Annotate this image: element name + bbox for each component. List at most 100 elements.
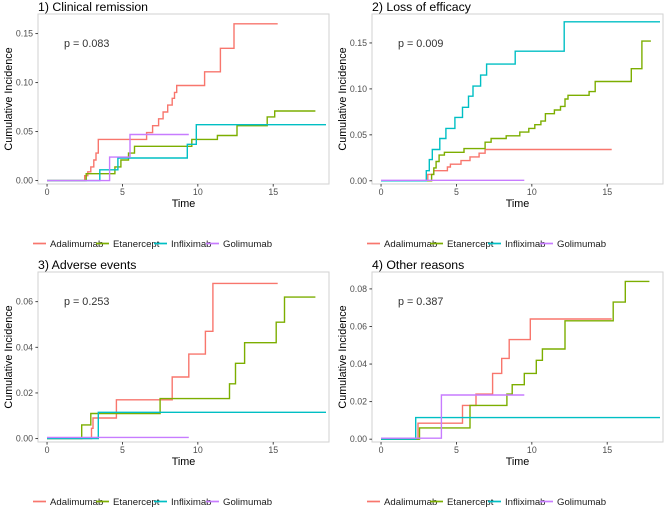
x-tick-label: 0 (45, 445, 50, 455)
legend-label: Adalimumab (384, 497, 437, 508)
x-axis: 0 5 10 15 (45, 442, 278, 455)
y-axis: 0.00 0.02 0.04 0.06 0.08 (350, 284, 372, 444)
x-axis-label: Time (506, 456, 530, 468)
legend-label: Infliximab (171, 497, 212, 508)
y-axis: 0.00 0.05 0.10 0.15 (16, 29, 38, 186)
x-tick-label: 15 (602, 445, 612, 455)
x-axis-label: Time (172, 456, 196, 468)
x-axis: 0 5 10 15 (45, 184, 278, 197)
x-tick-label: 10 (193, 445, 203, 455)
panel-title: 2) Loss of efficacy (372, 0, 472, 14)
y-tick-label: 0.15 (350, 38, 367, 48)
y-tick-label: 0.04 (16, 342, 33, 352)
x-tick-label: 10 (527, 445, 537, 455)
series-line-etanercept (381, 280, 650, 440)
y-tick-label: 0.08 (350, 284, 367, 294)
y-axis-label: Cumulative Incidence (337, 47, 349, 150)
x-tick-label: 5 (120, 445, 125, 455)
series-line-adalimumab (47, 23, 278, 182)
legend-label: Golimumab (223, 497, 272, 508)
x-axis-label: Time (172, 198, 196, 210)
y-tick-label: 0.00 (350, 176, 367, 186)
plot-area (371, 271, 664, 443)
series-line-adalimumab (381, 148, 612, 182)
x-tick-label: 5 (454, 187, 459, 197)
y-axis-label: Cumulative Incidence (3, 305, 15, 408)
legend-label: Adalimumab (50, 239, 103, 250)
y-tick-label: 0.10 (16, 78, 33, 88)
x-tick-label: 5 (454, 445, 459, 455)
legend-label: Etanercept (447, 239, 494, 250)
p-value-label: p = 0.387 (398, 296, 443, 308)
y-tick-label: 0.15 (16, 29, 33, 39)
legend-label: Infliximab (505, 239, 546, 250)
y-tick-label: 0.06 (350, 321, 367, 331)
panel-title: 4) Other reasons (372, 258, 464, 272)
series-line-infliximab (381, 21, 660, 182)
x-tick-label: 5 (120, 187, 125, 197)
series-line-infliximab (47, 411, 326, 440)
legend: Adalimumab Etanercept Infliximab Golimumab (33, 239, 272, 250)
legend-label: Infliximab (505, 497, 546, 508)
series-line-adalimumab (47, 282, 278, 440)
x-tick-label: 0 (45, 187, 50, 197)
panel-other-reasons: 4) Other reasons 0 5 10 15 0.00 0.02 0.04 0.06 0.… (334, 258, 669, 515)
y-tick-label: 0.00 (16, 434, 33, 444)
y-tick-label: 0.06 (16, 297, 33, 307)
legend-label: Adalimumab (50, 497, 103, 508)
legend-label: Etanercept (447, 497, 494, 508)
x-tick-label: 0 (379, 445, 384, 455)
plot-loss-of-efficacy: 2) Loss of efficacy 0 5 10 15 0.00 0.05 0.10 0.1… (337, 0, 664, 250)
series-line-infliximab (47, 124, 326, 182)
panel-title: 1) Clinical remission (38, 0, 148, 14)
panel-loss-of-efficacy: 2) Loss of efficacy 0 5 10 15 0.00 0.05 0.10 0.1… (334, 0, 669, 258)
legend: Adalimumab Etanercept Infliximab Golimumab (33, 497, 272, 508)
y-tick-label: 0.00 (16, 176, 33, 186)
x-tick-label: 10 (527, 187, 537, 197)
p-value-label: p = 0.083 (64, 38, 109, 50)
x-axis: 0 5 10 15 (379, 184, 612, 197)
x-tick-label: 15 (268, 187, 278, 197)
series-line-infliximab (381, 416, 660, 440)
legend-label: Golimumab (557, 497, 606, 508)
legend-label: Infliximab (171, 239, 212, 250)
y-axis: 0.00 0.02 0.04 0.06 (16, 297, 38, 444)
y-tick-label: 0.02 (16, 388, 33, 398)
legend-label: Adalimumab (384, 239, 437, 250)
y-tick-label: 0.02 (350, 397, 367, 407)
panel-adverse-events: 3) Adverse events 0 5 10 15 0.00 0.02 0.04 0.06 p… (0, 258, 334, 515)
legend: Adalimumab Etanercept Infliximab Golimumab (367, 497, 606, 508)
series-line-etanercept (47, 296, 316, 440)
plot-area (371, 13, 664, 185)
panel-title: 3) Adverse events (38, 258, 136, 272)
x-tick-label: 15 (602, 187, 612, 197)
x-axis-label: Time (506, 198, 530, 210)
y-tick-label: 0.04 (350, 359, 367, 369)
legend: Adalimumab Etanercept Infliximab Golimumab (367, 239, 606, 250)
legend-label: Etanercept (113, 497, 160, 508)
y-tick-label: 0.10 (350, 84, 367, 94)
panel-clinical-remission: 1) Clinical remission 0 5 10 15 0.00 0.05 0.10 0… (0, 0, 334, 258)
y-axis-label: Cumulative Incidence (337, 305, 349, 408)
y-axis: 0.00 0.05 0.10 0.15 (350, 38, 372, 186)
legend-label: Golimumab (223, 239, 272, 250)
x-tick-label: 10 (193, 187, 203, 197)
p-value-label: p = 0.253 (64, 296, 109, 308)
series-line-golimumab (47, 133, 189, 182)
x-axis: 0 5 10 15 (379, 442, 612, 455)
y-tick-label: 0.05 (16, 127, 33, 137)
plot-area (37, 13, 330, 185)
x-tick-label: 15 (268, 445, 278, 455)
y-tick-label: 0.00 (350, 434, 367, 444)
series-line-adalimumab (381, 318, 612, 440)
p-value-label: p = 0.009 (398, 38, 443, 50)
x-tick-label: 0 (379, 187, 384, 197)
y-tick-label: 0.05 (350, 130, 367, 140)
series-line-golimumab (381, 394, 525, 439)
plot-adverse-events: 3) Adverse events 0 5 10 15 0.00 0.02 0.04 0.06 p… (3, 258, 330, 508)
plot-area (37, 271, 330, 443)
y-axis-label: Cumulative Incidence (3, 47, 15, 150)
